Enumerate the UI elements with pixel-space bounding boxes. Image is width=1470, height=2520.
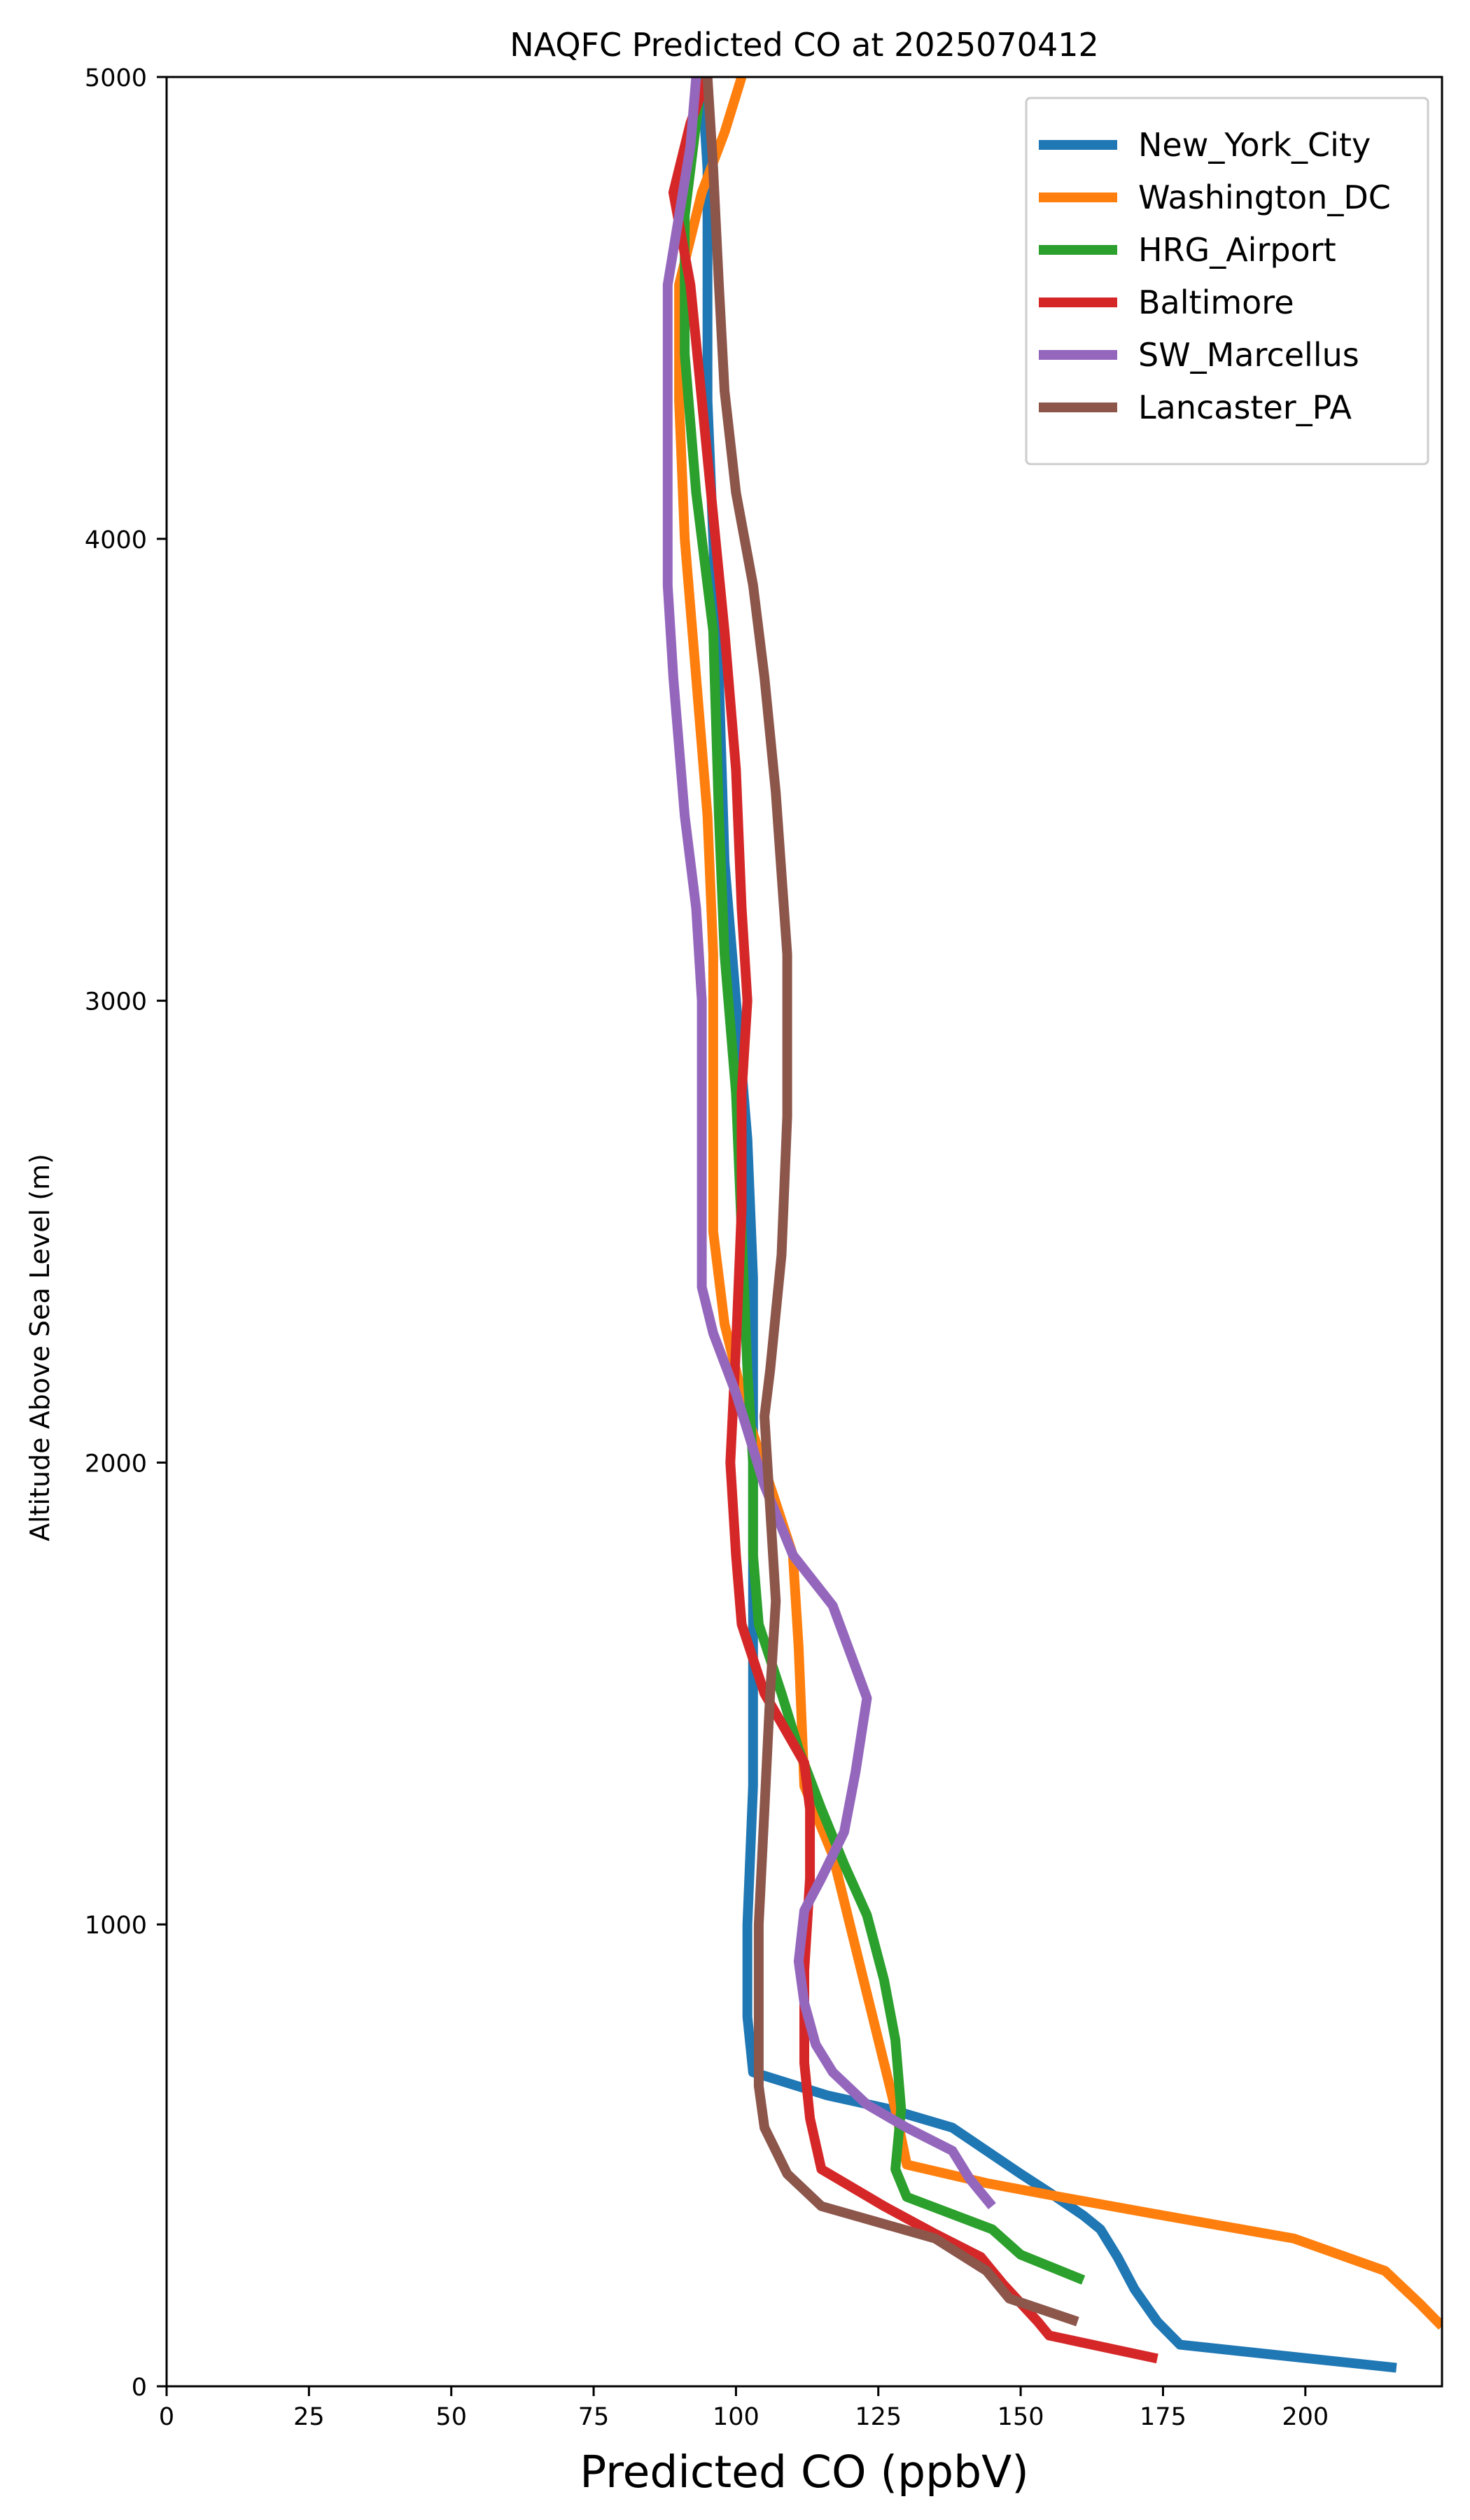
x-tick-label: 150 — [997, 2403, 1044, 2431]
legend-label: Washington_DC — [1138, 178, 1391, 216]
legend: New_York_City Washington_DC HRG_Airport Bal… — [1025, 97, 1429, 465]
y-tick-label: 1000 — [85, 1912, 147, 1940]
x-tick-label: 200 — [1282, 2403, 1329, 2431]
series-line-sw-marcellus — [662, 77, 996, 2210]
legend-box — [1025, 97, 1429, 465]
legend-label: New_York_City — [1138, 126, 1371, 164]
y-axis-ticks: 0 1000 2000 3000 4000 5000 — [85, 64, 167, 2402]
x-tick-label: 75 — [578, 2403, 610, 2431]
x-tick-label: 25 — [293, 2403, 325, 2431]
x-tick-label: 0 — [159, 2403, 174, 2431]
x-tick-label: 125 — [855, 2403, 902, 2431]
plot-area-frame — [165, 76, 1443, 2388]
x-tick-label: 100 — [713, 2403, 760, 2431]
legend-label: SW_Marcellus — [1138, 336, 1359, 374]
x-tick-label: 50 — [435, 2403, 467, 2431]
x-axis-ticks: 0 25 50 75 100 125 150 175 200 — [159, 2386, 1329, 2431]
series-line-washington-dc — [674, 77, 1442, 2330]
series-line-lancaster-pa — [702, 77, 1079, 2327]
y-tick-label: 0 — [132, 2374, 147, 2402]
x-axis-label: Predicted CO (ppbV) — [580, 2446, 1029, 2498]
x-tick-label: 175 — [1140, 2403, 1186, 2431]
legend-label: HRG_Airport — [1138, 231, 1336, 269]
y-axis-label: Altitude Above Sea Level (m) — [24, 1154, 55, 1541]
y-tick-label: 2000 — [85, 1450, 147, 1478]
chart-title: NAQFC Predicted CO at 2025070412 — [510, 26, 1099, 64]
y-tick-label: 4000 — [85, 526, 147, 554]
series-layer — [662, 77, 1442, 2373]
y-tick-label: 5000 — [85, 64, 147, 92]
legend-label: Baltimore — [1138, 284, 1294, 321]
y-tick-label: 3000 — [85, 988, 147, 1016]
legend-label: Lancaster_PA — [1138, 388, 1352, 426]
